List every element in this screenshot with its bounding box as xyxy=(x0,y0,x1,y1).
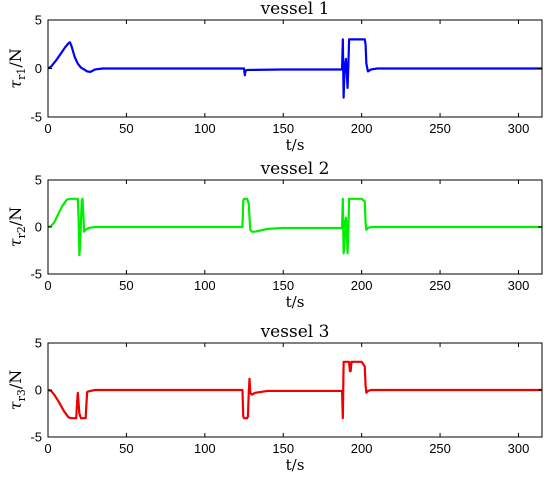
x-tick-label-1-150: 150 xyxy=(272,121,294,136)
x-tick-label-1-100: 100 xyxy=(194,121,216,136)
series-line-2-1 xyxy=(47,197,542,257)
x-tick-label-2-200: 200 xyxy=(351,278,373,293)
series-line-1-1 xyxy=(47,38,542,99)
y-axis-label-2: τr2/N xyxy=(6,207,28,248)
y-tick-label-2-5: 5 xyxy=(35,173,42,188)
x-tick-label-3-300: 300 xyxy=(508,441,530,456)
x-tick-label-3-250: 250 xyxy=(429,441,451,456)
x-tick-label-2-300: 300 xyxy=(508,278,530,293)
series-line-3-1 xyxy=(47,360,542,420)
panel-title-3: vessel 3 xyxy=(260,322,330,342)
x-tick-label-2-0: 0 xyxy=(44,278,51,293)
y-tick-label-3-5: 5 xyxy=(35,336,42,351)
y-tick-label-3--5: -5 xyxy=(30,430,42,445)
x-tick-label-1-250: 250 xyxy=(429,121,451,136)
x-tick-label-1-200: 200 xyxy=(351,121,373,136)
y-tick-label-2--5: -5 xyxy=(30,267,42,282)
x-tick-label-2-50: 50 xyxy=(119,278,133,293)
x-tick-label-1-50: 50 xyxy=(119,121,133,136)
x-tick-label-3-100: 100 xyxy=(194,441,216,456)
y-tick-label-1-0: 0 xyxy=(35,61,42,76)
x-tick-label-3-0: 0 xyxy=(44,441,51,456)
y-axis-label-1: τr1/N xyxy=(6,48,28,89)
x-tick-label-3-200: 200 xyxy=(351,441,373,456)
x-tick-label-2-100: 100 xyxy=(194,278,216,293)
x-tick-label-3-150: 150 xyxy=(272,441,294,456)
y-tick-label-1-5: 5 xyxy=(35,13,42,28)
y-tick-label-3-0: 0 xyxy=(35,383,42,398)
panel-title-1: vessel 1 xyxy=(260,0,330,19)
x-tick-label-1-0: 0 xyxy=(44,121,51,136)
x-tick-label-2-250: 250 xyxy=(429,278,451,293)
y-tick-label-2-0: 0 xyxy=(35,220,42,235)
x-axis-label-2: t/s xyxy=(286,293,305,311)
x-axis-label-3: t/s xyxy=(286,456,305,474)
x-axis-label-1: t/s xyxy=(286,136,305,154)
x-tick-label-2-150: 150 xyxy=(272,278,294,293)
y-tick-label-1--5: -5 xyxy=(30,110,42,125)
panel-title-2: vessel 2 xyxy=(260,159,330,179)
x-tick-label-1-300: 300 xyxy=(508,121,530,136)
y-axis-label-3: τr3/N xyxy=(6,370,28,411)
x-tick-label-3-50: 50 xyxy=(119,441,133,456)
